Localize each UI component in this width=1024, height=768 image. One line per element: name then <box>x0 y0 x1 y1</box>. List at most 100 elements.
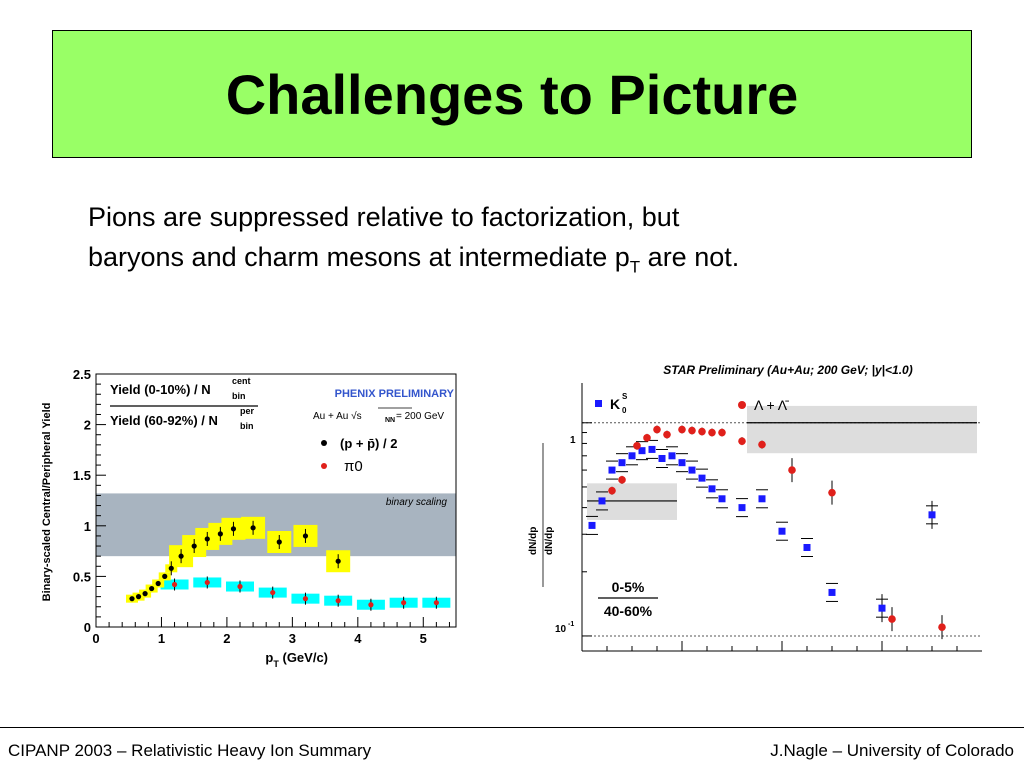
y-tick-label: 1.5 <box>73 468 91 483</box>
slide-title: Challenges to Picture <box>225 62 799 126</box>
y-tick-label: 2.5 <box>73 367 91 382</box>
pion-point <box>335 598 341 604</box>
star-ylabel-line2: dN/dp <box>544 527 555 555</box>
bullet-line-2-a: baryons and charm mesons at intermediate… <box>88 242 630 272</box>
footer-divider <box>0 727 1024 728</box>
proton-point <box>149 585 155 592</box>
lambda-point <box>938 623 946 631</box>
x-tick-label: 1 <box>158 631 165 646</box>
phenix-legend: (p + p̄) / 2 π0 <box>321 436 397 475</box>
lambda-point <box>643 434 651 442</box>
x-tick-label: 0 <box>92 631 99 646</box>
star-legend: K S 0 Λ + Λ̄ <box>595 392 789 415</box>
star-title: STAR Preliminary (Au+Au; 200 GeV; |y|<1.… <box>663 363 912 377</box>
y-tick-label: 0.5 <box>73 569 91 584</box>
kaon-point <box>778 527 786 535</box>
kaon-point <box>828 588 836 596</box>
title-box: Challenges to Picture <box>52 30 972 158</box>
kaon-point <box>668 452 676 460</box>
legend-proton-marker <box>321 440 327 446</box>
legend-proton-label: (p + p̄) / 2 <box>340 436 397 451</box>
lambda-point <box>738 437 746 445</box>
x-tick-label: 4 <box>354 631 362 646</box>
star-ytick-01: 10 <box>555 624 567 635</box>
pion-point <box>171 581 178 588</box>
legend-lambda-label: Λ + Λ̄ <box>754 397 789 413</box>
kaon-point <box>588 521 596 529</box>
footer-right: J.Nagle – University of Colorado <box>770 741 1014 760</box>
y-tick-label: 1 <box>84 519 91 534</box>
phenix-y-axis-label: Binary-scaled Central/Peripheral Yield <box>41 403 53 602</box>
proton-point <box>129 596 135 602</box>
kaon-point <box>718 495 726 503</box>
proton-point <box>302 533 309 539</box>
legend-kaon-sub: 0 <box>622 406 627 415</box>
kaon-point <box>878 604 886 612</box>
pion-point <box>401 600 407 606</box>
kaon-point <box>618 459 626 467</box>
pion-point <box>270 589 276 596</box>
footer-left: CIPANP 2003 – Relativistic Heavy Ion Sum… <box>8 741 372 760</box>
kaon-point <box>638 447 646 455</box>
proton-point <box>135 594 142 600</box>
pion-point <box>433 600 439 606</box>
phenix-ratio-label: Yield (0-10%) / N cent bin Yield (60-92%… <box>110 376 258 431</box>
y-tick-label: 2 <box>84 418 91 433</box>
pion-point <box>302 596 309 602</box>
star-ytick-1: 1 <box>570 435 576 446</box>
legend-pion-marker <box>321 463 327 469</box>
ratio-bottom-text: Yield (60-92%) / N <box>110 413 218 428</box>
star-y-axis-label: dN/dp dN/dp <box>528 443 555 587</box>
star-ratio-label: 0-5% 40-60% <box>598 579 658 619</box>
kaon-point <box>708 485 716 493</box>
kaon-point <box>738 504 746 512</box>
lambda-point <box>758 440 766 449</box>
bullet-line-1: Pions are suppressed relative to factori… <box>88 202 680 232</box>
star-ratio-top: 0-5% <box>612 579 645 595</box>
proton-point <box>250 525 256 531</box>
kaon-point <box>928 511 936 519</box>
star-ratio-bottom: 40-60% <box>604 603 653 619</box>
proton-point <box>230 526 237 532</box>
pion-point <box>368 602 374 608</box>
energy-value: = 200 GeV <box>396 411 444 422</box>
lambda-point <box>688 426 696 435</box>
lambda-point <box>678 425 686 434</box>
kaon-point <box>598 497 606 505</box>
energy-text: Au + Au √s <box>313 410 362 422</box>
legend-kaon-label: K <box>610 396 620 412</box>
kaon-point <box>803 543 811 551</box>
lambda-point <box>633 441 641 450</box>
ratio-bottom-sub: bin <box>240 421 254 431</box>
proton-point <box>162 573 168 579</box>
phenix-energy-label: Au + Au √s NN = 200 GeV <box>313 407 444 424</box>
lambda-point <box>618 476 626 484</box>
y-tick-label: 0 <box>84 620 91 635</box>
bullet-line-2: baryons and charm mesons at intermediate… <box>88 237 968 287</box>
star-ylabel-line1: dN/dp <box>528 527 539 555</box>
energy-sub: NN <box>385 417 395 424</box>
x-tick-label: 3 <box>289 631 296 646</box>
legend-pion-label: π0 <box>344 458 363 475</box>
bullet-text: Pions are suppressed relative to factori… <box>88 197 968 287</box>
phenix-chart: 0 0.5 1 1.5 2 2.5 0 1 2 3 4 5 Binary-scaled Central… <box>38 362 463 672</box>
binary-scaling-label: binary scaling <box>386 497 448 508</box>
legend-kaon-marker <box>595 400 602 407</box>
ratio-top-text: Yield (0-10%) / N <box>110 382 211 397</box>
proton-point <box>276 539 282 545</box>
lambda-point <box>708 428 716 437</box>
x-tick-label: 2 <box>223 631 230 646</box>
kaon-point <box>628 452 636 460</box>
ratio-bottom-sup: per <box>240 406 255 416</box>
lambda-point <box>663 430 671 439</box>
kaon-point <box>698 474 706 482</box>
kaon-point <box>688 466 696 474</box>
star-chart: STAR Preliminary (Au+Au; 200 GeV; |y|<1.… <box>518 355 986 660</box>
proton-point <box>168 565 174 571</box>
kaon-point <box>758 495 766 503</box>
proton-point <box>217 531 223 537</box>
proton-point <box>335 558 341 564</box>
lambda-point <box>608 486 616 495</box>
legend-lambda-marker <box>738 401 746 409</box>
pion-point <box>237 583 243 590</box>
